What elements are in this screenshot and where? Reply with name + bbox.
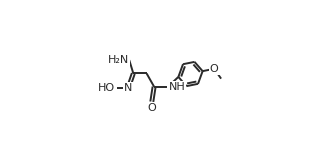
Text: O: O <box>147 103 156 113</box>
Text: HO: HO <box>98 83 116 93</box>
Text: H: H <box>120 55 129 65</box>
Text: O: O <box>210 64 219 74</box>
Text: N: N <box>124 83 132 93</box>
Text: H₂N: H₂N <box>108 55 129 65</box>
Text: NH: NH <box>169 82 185 92</box>
